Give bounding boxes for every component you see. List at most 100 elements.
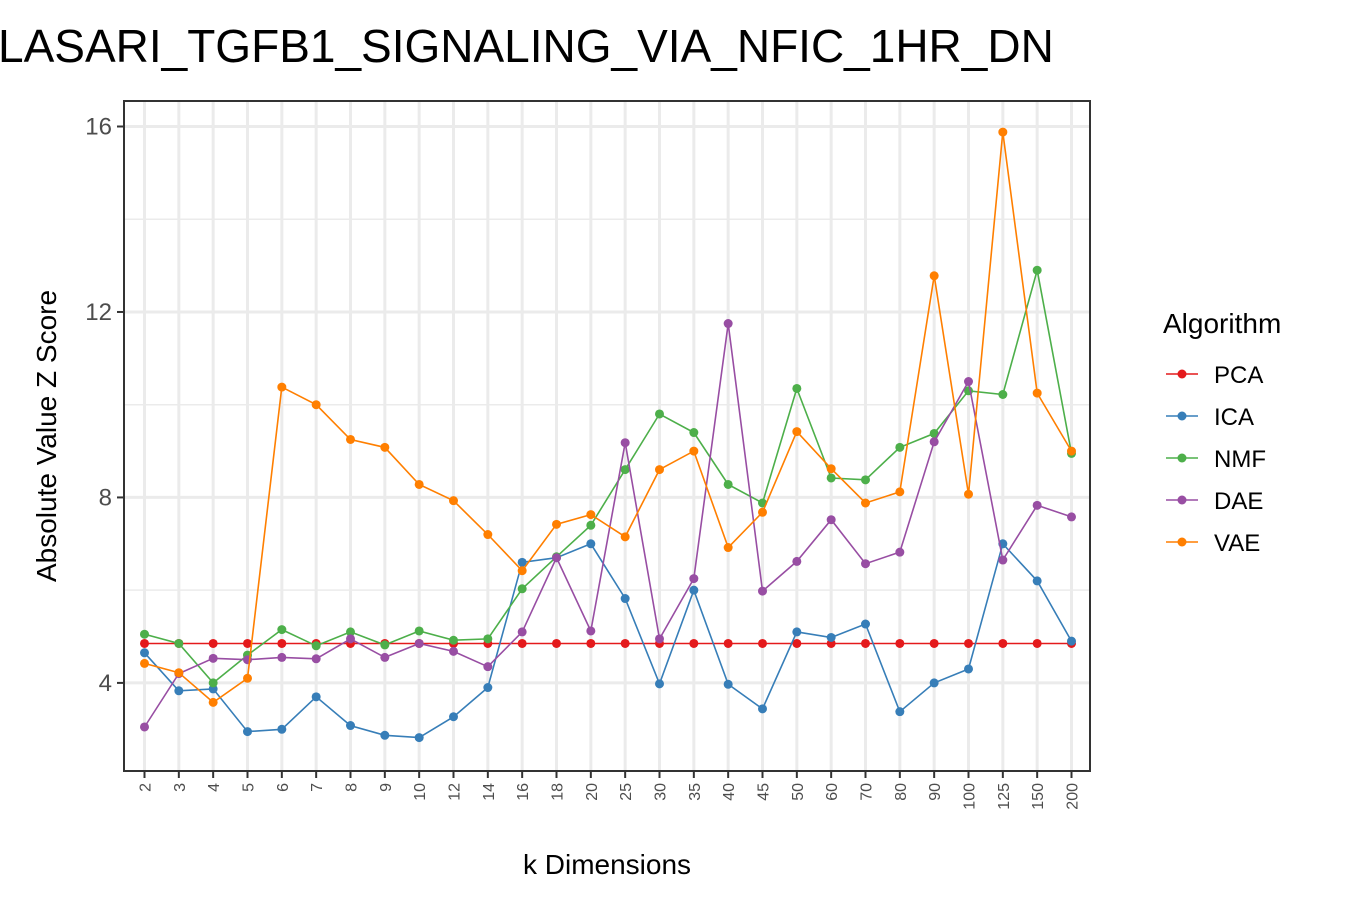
data-point	[620, 594, 630, 604]
data-point	[792, 638, 802, 648]
data-point	[449, 635, 458, 645]
data-point	[517, 557, 527, 567]
x-tick-label: 14	[481, 783, 498, 801]
x-tick-label: 60	[824, 783, 841, 801]
data-point	[243, 727, 252, 737]
data-point	[586, 638, 596, 648]
legend-key-point	[1177, 537, 1187, 547]
data-point	[277, 652, 287, 662]
data-point	[964, 664, 973, 674]
data-point	[929, 678, 939, 688]
data-point	[380, 652, 390, 662]
data-point	[552, 638, 561, 648]
chart-title: LASARI_TGFB1_SIGNALING_VIA_NFIC_1HR_DN	[0, 20, 1054, 72]
legend: Algorithm PCA ICA NMF DAE VAE	[1163, 308, 1281, 557]
data-point	[346, 434, 355, 444]
x-tick-label: 2	[138, 783, 155, 792]
data-point	[998, 555, 1008, 565]
series-layer	[140, 127, 1076, 743]
data-point	[620, 532, 630, 542]
x-tick-label: 6	[275, 783, 292, 792]
data-point	[552, 519, 561, 529]
series-line	[144, 269, 1073, 685]
legend-item-pca: PCA	[1166, 362, 1263, 389]
data-point	[1032, 638, 1042, 648]
data-point	[655, 409, 664, 419]
data-point	[586, 626, 596, 636]
legend-label: PCA	[1214, 362, 1263, 389]
data-point	[483, 634, 493, 644]
plot-border	[123, 100, 1091, 772]
data-point	[346, 627, 355, 637]
data-point	[792, 556, 802, 566]
x-tick-label: 10	[412, 783, 429, 801]
y-axis: 4 8 12 16	[85, 114, 124, 697]
data-point	[243, 673, 252, 683]
data-point	[140, 629, 149, 639]
y-tick-label: 16	[85, 114, 112, 141]
data-point	[208, 653, 218, 663]
data-point	[1032, 500, 1042, 510]
data-point	[586, 510, 596, 520]
data-point	[1067, 636, 1076, 646]
legend-key-point	[1177, 453, 1187, 463]
data-point	[826, 464, 836, 474]
data-point	[895, 547, 905, 557]
legend-label: NMF	[1214, 446, 1266, 473]
data-point	[689, 638, 699, 648]
legend-item-nmf: NMF	[1166, 446, 1266, 473]
data-point	[414, 479, 424, 489]
data-point	[689, 574, 699, 584]
data-point	[895, 638, 905, 648]
legend-item-vae: VAE	[1166, 530, 1260, 557]
x-axis: 2 3 4 5 6 7 8 9 10 12 14 16 18 20 25 30 35 40 45 50 60 70 80 90…	[138, 771, 1082, 810]
data-point	[998, 390, 1008, 400]
legend-label: DAE	[1214, 488, 1263, 515]
data-point	[414, 733, 424, 743]
legend-key-point	[1177, 411, 1187, 421]
y-tick-label: 4	[99, 670, 112, 697]
data-point	[826, 632, 836, 642]
legend-label: VAE	[1214, 530, 1260, 557]
x-tick-label: 12	[447, 783, 464, 801]
legend-label: ICA	[1214, 404, 1254, 431]
data-point	[826, 473, 836, 483]
data-point	[174, 668, 184, 678]
data-point	[861, 619, 870, 629]
data-point	[449, 496, 458, 506]
legend-item-ica: ICA	[1166, 404, 1254, 431]
series-line	[143, 323, 1072, 728]
data-point	[277, 382, 287, 392]
data-point	[758, 586, 767, 596]
x-tick-label: 30	[653, 783, 670, 801]
legend-key-point	[1177, 369, 1187, 379]
series-dae	[140, 319, 1076, 732]
data-point	[964, 377, 973, 387]
data-point	[208, 638, 218, 648]
x-tick-label: 90	[927, 783, 944, 801]
data-point	[517, 566, 527, 576]
data-point	[792, 427, 802, 437]
data-point	[861, 559, 870, 569]
data-point	[1032, 576, 1042, 586]
data-point	[346, 721, 355, 731]
data-point	[723, 679, 733, 689]
data-point	[1032, 265, 1042, 275]
data-point	[723, 479, 733, 489]
data-point	[929, 428, 939, 438]
data-point	[311, 654, 321, 664]
data-point	[929, 271, 939, 281]
data-point	[483, 530, 493, 540]
data-point	[140, 638, 149, 648]
y-axis-title: Absolute Value Z Score	[31, 290, 62, 582]
x-tick-label: 50	[790, 783, 807, 801]
data-point	[758, 507, 767, 517]
data-point	[311, 692, 321, 702]
legend-key-point	[1177, 495, 1187, 505]
data-point	[449, 712, 458, 722]
data-point	[826, 515, 836, 525]
data-point	[449, 646, 458, 656]
x-tick-label: 7	[309, 783, 326, 792]
data-point	[895, 442, 905, 452]
